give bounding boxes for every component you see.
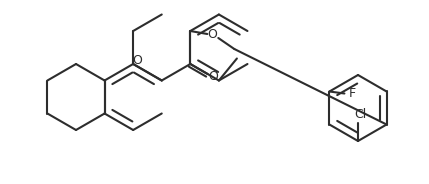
Text: Cl: Cl <box>354 109 366 121</box>
Text: O: O <box>132 54 142 68</box>
Text: F: F <box>349 87 356 100</box>
Text: O: O <box>207 29 217 42</box>
Text: O: O <box>208 70 218 83</box>
